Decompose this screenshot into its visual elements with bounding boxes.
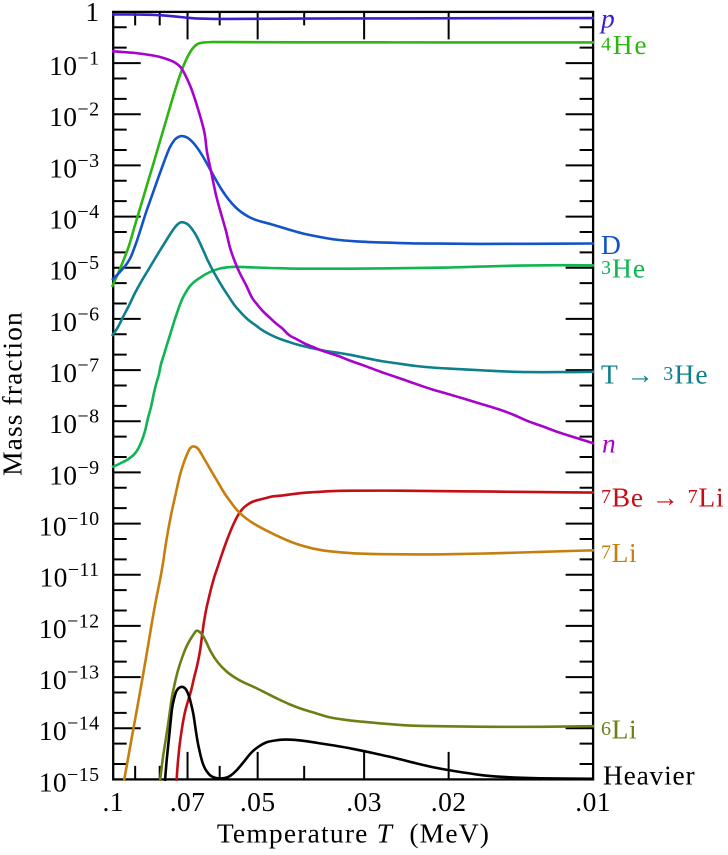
- svg-text:4He: 4He: [601, 29, 647, 60]
- svg-text:.01: .01: [575, 786, 611, 817]
- svg-text:.05: .05: [240, 786, 276, 817]
- svg-text:Heavier: Heavier: [603, 759, 695, 790]
- svg-text:.02: .02: [431, 786, 467, 817]
- svg-text:.07: .07: [170, 786, 206, 817]
- svg-text:Mass fraction: Mass fraction: [0, 311, 28, 476]
- svg-text:p: p: [599, 3, 615, 34]
- svg-text:10−7: 10−7: [49, 355, 99, 389]
- svg-text:.1: .1: [102, 786, 123, 817]
- svg-text:6Li: 6Li: [601, 713, 637, 744]
- svg-text:7Li: 7Li: [601, 537, 637, 568]
- svg-text:10−5: 10−5: [49, 252, 99, 286]
- svg-text:D: D: [601, 229, 621, 260]
- svg-text:1: 1: [85, 0, 99, 27]
- svg-text:.03: .03: [346, 786, 382, 817]
- svg-text:7Be → 7Li: 7Be → 7Li: [601, 482, 724, 513]
- svg-text:T → 3He: T → 3He: [601, 359, 708, 390]
- svg-text:10−8: 10−8: [49, 406, 99, 440]
- svg-text:10−1: 10−1: [49, 48, 99, 82]
- svg-text:n: n: [602, 428, 616, 459]
- svg-text:Temperature T (MeV): Temperature T (MeV): [217, 818, 490, 849]
- svg-text:3He: 3He: [601, 253, 646, 284]
